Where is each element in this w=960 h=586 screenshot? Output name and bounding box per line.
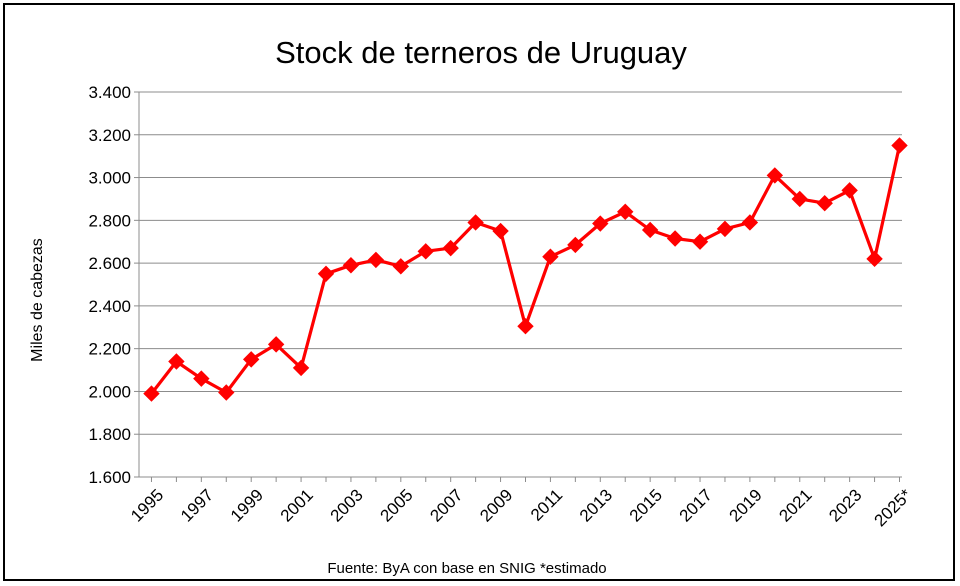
x-tick-label: 2025* (870, 485, 915, 530)
data-point-marker (691, 233, 709, 250)
y-tick-label: 2.600 (88, 254, 131, 273)
data-point-marker (467, 214, 484, 231)
x-tick-label: 2007 (426, 485, 466, 525)
x-tick-label: 2021 (775, 485, 815, 525)
y-tick-label: 3.400 (88, 83, 131, 102)
data-point-marker (766, 167, 784, 184)
source-note: Fuente: ByA con base en SNIG *estimado (327, 560, 606, 577)
data-point-marker (442, 239, 459, 257)
x-tick-label: 2015 (626, 485, 666, 525)
data-point-marker (517, 318, 534, 335)
y-tick-label: 2.400 (88, 297, 131, 316)
x-tick-label: 2005 (376, 485, 416, 525)
data-point-marker (267, 336, 285, 353)
y-tick-label: 3.000 (88, 169, 131, 188)
x-tick-label: 1997 (177, 485, 217, 525)
x-tick-label: 2003 (327, 485, 367, 525)
data-point-marker (891, 137, 908, 154)
data-point-marker (193, 370, 210, 387)
data-point-marker (143, 385, 160, 402)
data-point-marker (392, 258, 410, 275)
data-point-marker (242, 351, 260, 368)
x-tick-label: 2001 (277, 485, 317, 525)
data-point-marker (417, 243, 434, 260)
x-tick-label: 2023 (825, 485, 865, 525)
x-tick-label: 2019 (726, 485, 766, 525)
chart-title: Stock de terneros de Uruguay (275, 35, 687, 70)
data-point-marker (542, 248, 559, 265)
gridlines (139, 91, 902, 478)
x-tick-label: 2009 (476, 485, 516, 525)
data-point-marker (492, 222, 509, 240)
x-tick-label: 2017 (676, 485, 716, 525)
data-point-marker (317, 265, 335, 283)
x-tick-label: 1999 (227, 485, 267, 525)
data-point-marker (641, 221, 659, 239)
data-point-marker (292, 359, 310, 377)
y-tick-label: 1.800 (88, 425, 131, 444)
series-line (150, 145, 902, 395)
data-point-marker (567, 236, 584, 254)
data-point-marker (367, 251, 385, 269)
y-tick-label: 1.600 (88, 468, 131, 487)
x-tick-label: 1995 (127, 485, 167, 525)
y-axis-ticks: 1.600 1.800 2.000 2.200 2.400 2.600 2.800 3.000… (88, 83, 131, 487)
data-point-marker (866, 250, 883, 268)
y-tick-label: 2.200 (88, 340, 131, 359)
x-axis-ticks: 1995 1997 1999 2001 2003 2005 2007 2009 2011 2013… (127, 485, 915, 530)
data-point-marker (716, 220, 734, 238)
series-calves-stock (143, 137, 908, 402)
data-point-marker (791, 190, 808, 208)
data-point-marker (218, 384, 235, 401)
x-tick-label: 2011 (527, 485, 566, 524)
data-point-marker (617, 203, 634, 220)
chart-frame: Stock de terneros de Uruguay 1.600 1.800 2… (3, 3, 955, 581)
y-axis-label: Miles de cabezas (29, 238, 46, 362)
data-point-marker (342, 257, 360, 274)
data-point-marker (841, 182, 858, 199)
x-tick-label: 2013 (576, 485, 616, 525)
data-point-marker (168, 353, 185, 370)
y-tick-label: 3.200 (88, 126, 131, 145)
y-tick-label: 2.000 (88, 382, 131, 401)
data-point-marker (741, 214, 759, 231)
axes (134, 91, 902, 482)
y-tick-label: 2.800 (88, 211, 131, 230)
data-point-marker (816, 195, 833, 212)
data-point-marker (666, 230, 684, 247)
line-chart: Stock de terneros de Uruguay 1.600 1.800 2… (29, 35, 916, 577)
data-point-marker (592, 215, 609, 232)
